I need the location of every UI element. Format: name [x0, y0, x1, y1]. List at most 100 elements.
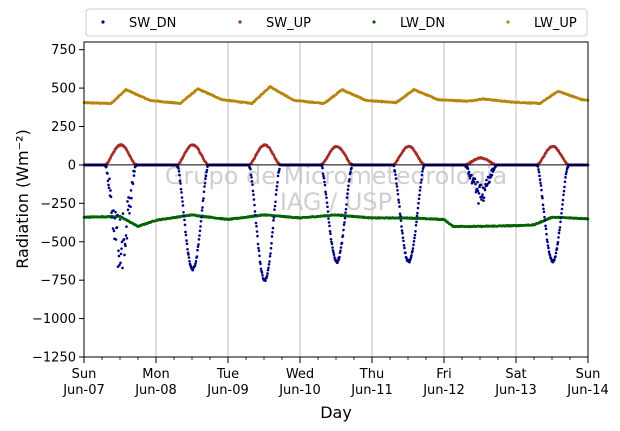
data-point [325, 196, 328, 199]
x-axis: SunJun-07MonJun-08TueJun-09WedJun-10ThuJ… [62, 357, 609, 398]
data-point [273, 208, 276, 211]
data-point [201, 206, 204, 209]
data-point [270, 235, 274, 238]
data-point [397, 201, 401, 204]
data-point [474, 182, 477, 186]
data-point [106, 172, 109, 175]
data-point [201, 199, 205, 203]
data-point [124, 244, 127, 248]
data-point [177, 167, 180, 170]
data-point [119, 252, 123, 256]
data-point [324, 192, 328, 196]
data-point [274, 193, 278, 196]
data-point [327, 217, 330, 220]
data-point [560, 207, 564, 211]
data-point [178, 179, 182, 183]
data-point [115, 226, 119, 229]
data-point [261, 274, 264, 277]
data-point [488, 180, 491, 184]
data-point [109, 195, 113, 199]
data-point [200, 215, 203, 219]
data-point [184, 230, 187, 234]
data-point [396, 192, 400, 196]
data-point [112, 229, 116, 233]
data-point [537, 170, 541, 174]
data-point [466, 167, 470, 170]
legend: SW_DN SW_UP LW_DN LW_UP [85, 8, 588, 37]
data-point [350, 166, 353, 170]
x-tick-label: Jun-12 [422, 383, 465, 398]
data-point [400, 225, 403, 228]
data-point [345, 203, 348, 206]
x-tick-label: Jun-08 [134, 383, 177, 398]
data-point [272, 216, 276, 219]
data-point [546, 244, 550, 247]
data-point [481, 193, 484, 196]
data-point [400, 229, 404, 232]
data-point [204, 174, 208, 178]
data-point [562, 189, 566, 193]
data-point [259, 267, 263, 271]
data-point [472, 180, 476, 184]
data-point [415, 220, 418, 224]
data-point [194, 259, 198, 263]
data-point [547, 246, 550, 250]
x-tick-weekday: Sat [505, 367, 526, 382]
data-point [265, 276, 268, 280]
data-point [558, 228, 561, 232]
data-point [119, 261, 122, 265]
data-point [321, 172, 325, 176]
data-point [490, 173, 494, 177]
data-point [277, 169, 281, 173]
data-point [399, 219, 403, 222]
data-point [344, 211, 347, 214]
data-point [188, 259, 191, 263]
data-point [187, 253, 190, 256]
data-point [564, 176, 567, 179]
data-point [402, 243, 406, 247]
x-axis-label: Day [320, 403, 352, 422]
x-tick-weekday: Wed [286, 367, 314, 382]
data-point [180, 196, 184, 199]
data-point [414, 230, 417, 233]
data-point [251, 183, 254, 186]
data-point [417, 201, 420, 205]
data-point [482, 196, 486, 199]
data-point [182, 214, 186, 218]
data-point [132, 174, 136, 177]
y-tick-label: −1000 [32, 312, 76, 327]
data-point [323, 180, 326, 184]
data-point [182, 210, 185, 214]
data-point [340, 241, 344, 245]
data-point [477, 202, 480, 205]
data-point [249, 173, 253, 177]
data-point [541, 203, 545, 207]
y-tick-label: −750 [40, 274, 76, 289]
series-lw-up [82, 85, 590, 106]
data-point [253, 210, 257, 213]
data-point [123, 253, 126, 257]
data-point [396, 189, 399, 192]
data-point [540, 188, 543, 192]
data-point [474, 190, 478, 194]
data-point [338, 255, 341, 259]
x-tick-weekday: Fri [436, 367, 452, 382]
data-point [329, 232, 332, 236]
data-point [116, 265, 120, 268]
data-point [126, 208, 130, 212]
data-point [547, 250, 551, 253]
data-point [554, 251, 558, 255]
data-point [413, 233, 417, 237]
watermark-line-2: IAG / USP [280, 188, 392, 216]
x-tick-label: Jun-11 [350, 383, 393, 398]
data-point [251, 189, 255, 193]
data-point [347, 184, 350, 188]
data-point [322, 174, 325, 178]
data-point [419, 185, 422, 189]
data-point [108, 177, 111, 181]
data-point [330, 242, 334, 246]
data-point [179, 182, 182, 185]
data-point [408, 260, 411, 264]
legend-marker-lw-dn [372, 20, 376, 24]
